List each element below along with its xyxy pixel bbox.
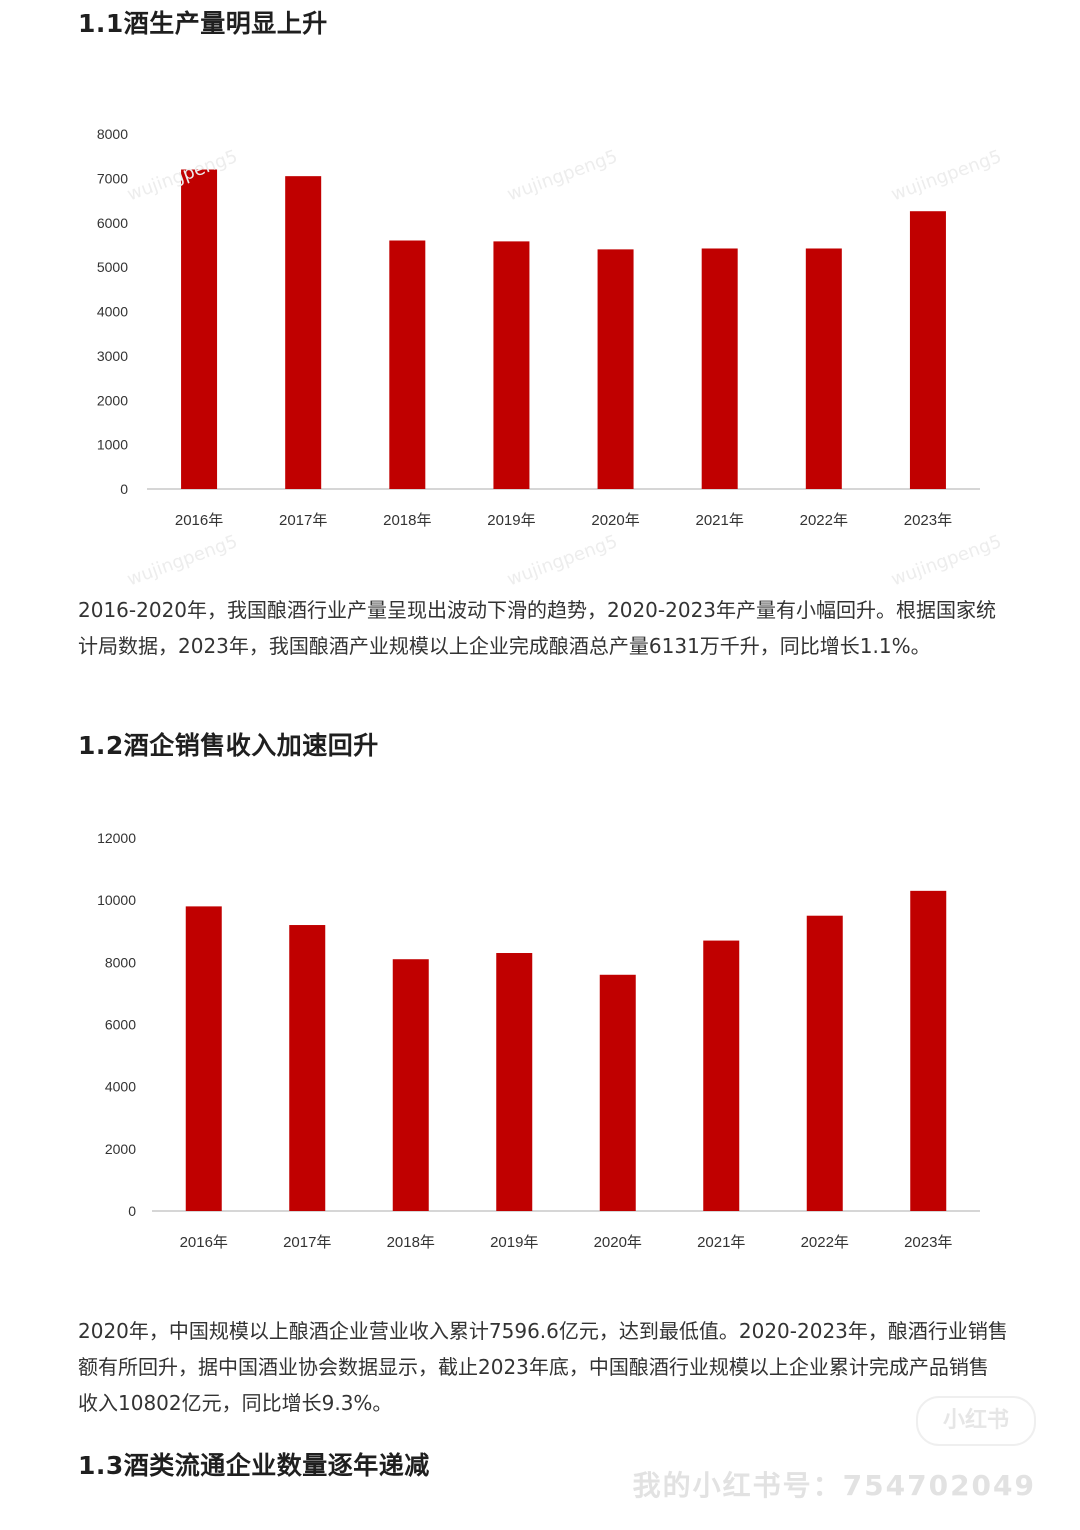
x-tick-label: 2022年 — [801, 1234, 849, 1251]
revenue-bar-chart: 0 2000 4000 6000 8000 10000 12000 2016年 2017年 201… — [97, 830, 980, 1251]
y-tick-label: 1000 — [97, 437, 128, 453]
y-tick-label: 0 — [128, 1203, 136, 1219]
x-tick-label: 2018年 — [387, 1234, 435, 1251]
section-heading-revenue-text: 1.2酒企销售收入加速回升 — [78, 731, 379, 760]
bar — [806, 915, 843, 1211]
y-tick-label: 6000 — [105, 1017, 136, 1033]
y-tick-label: 8000 — [105, 954, 136, 970]
y-tick-label: 2000 — [97, 392, 128, 408]
bar — [392, 959, 429, 1211]
y-tick-label: 5000 — [97, 259, 128, 275]
x-tick-label: 2020年 — [594, 1234, 642, 1251]
y-tick-label: 6000 — [97, 215, 128, 231]
bar — [597, 249, 634, 489]
y-tick-label: 0 — [120, 481, 128, 497]
y-tick-label: 12000 — [97, 830, 136, 846]
bar — [493, 241, 530, 489]
bar — [181, 169, 218, 489]
y-tick-label: 10000 — [97, 892, 136, 908]
x-tick-label: 2016年 — [180, 1234, 228, 1251]
section-heading-production: 1.1酒生产量明显上升 — [78, 9, 328, 38]
bar — [496, 953, 533, 1211]
bar — [599, 974, 636, 1211]
x-tick-label: 2018年 — [383, 512, 431, 529]
bar — [703, 940, 740, 1211]
y-tick-label: 7000 — [97, 170, 128, 186]
y-tick-label: 4000 — [105, 1079, 136, 1095]
bar — [701, 248, 738, 489]
x-tick-label: 2021年 — [696, 512, 744, 529]
x-tick-label: 2022年 — [800, 512, 848, 529]
logo-watermark: 小红书 — [916, 1396, 1036, 1446]
y-tick-label: 2000 — [105, 1141, 136, 1157]
bar — [285, 176, 322, 489]
x-tick-label: 2016年 — [175, 512, 223, 529]
x-tick-label: 2021年 — [697, 1234, 745, 1251]
production-bar-chart: 0 1000 2000 3000 4000 5000 6000 7000 8000 2016年 20… — [97, 126, 980, 529]
section-heading-distribution: 1.3酒类流通企业数量逐年递减 — [78, 1451, 430, 1480]
bar — [185, 906, 222, 1211]
x-tick-label: 2017年 — [283, 1234, 331, 1251]
x-tick-label: 2020年 — [591, 512, 639, 529]
x-tick-label: 2019年 — [487, 512, 535, 529]
y-tick-label: 4000 — [97, 304, 128, 320]
y-tick-label: 8000 — [97, 126, 128, 142]
paragraph-revenue: 2020年，中国规模以上酿酒企业营业收入累计7596.6亿元，达到最低值。202… — [78, 1319, 1008, 1415]
bar — [909, 211, 946, 489]
x-tick-label: 2017年 — [279, 512, 327, 529]
x-tick-label: 2019年 — [490, 1234, 538, 1251]
section-heading-revenue: 1.2酒企销售收入加速回升 — [78, 726, 379, 762]
bar — [805, 248, 842, 489]
bar — [910, 890, 947, 1211]
y-tick-label: 3000 — [97, 348, 128, 364]
x-tick-label: 2023年 — [904, 1234, 952, 1251]
footer-watermark: 我的小红书号：754702049 — [632, 1469, 1036, 1502]
x-tick-label: 2023年 — [904, 512, 952, 529]
bar — [389, 240, 426, 489]
paragraph-production: 2016-2020年，我国酿酒行业产量呈现出波动下滑的趋势，2020-2023年… — [78, 598, 997, 658]
bar — [289, 925, 326, 1211]
